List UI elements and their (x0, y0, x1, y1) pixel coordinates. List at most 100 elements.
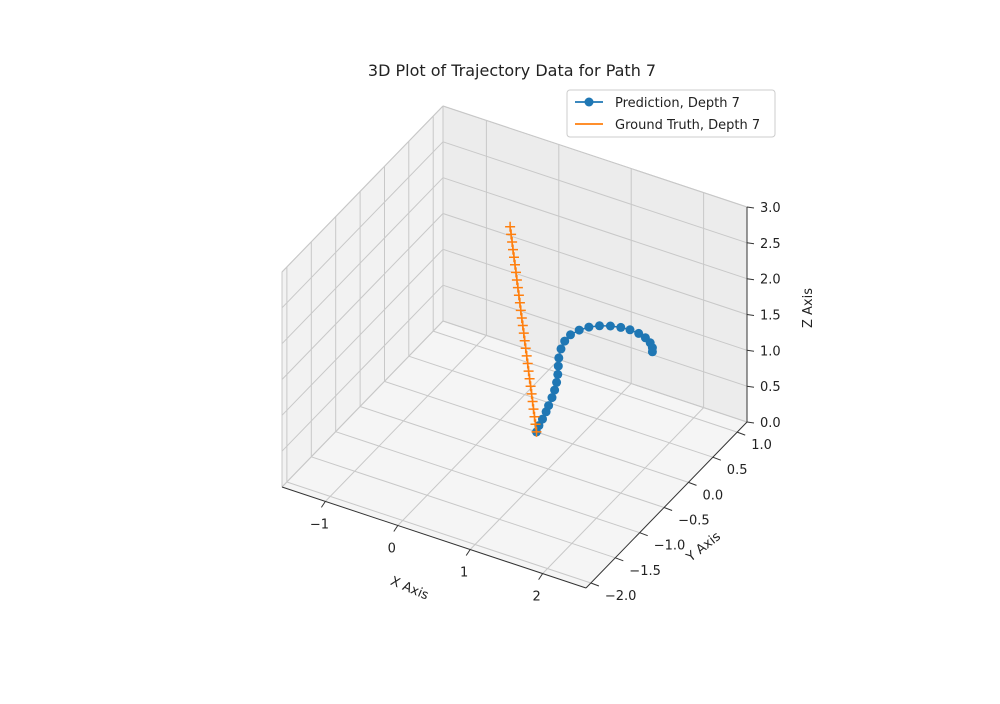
series-2-point (527, 396, 538, 407)
z-tick-mark (746, 278, 755, 281)
series-2-point (511, 267, 521, 278)
z-tick-label: 1.0 (760, 344, 781, 359)
series-1-point (616, 322, 626, 332)
series-2-point (523, 366, 534, 377)
y-tick-label: 1.0 (751, 438, 772, 453)
legend-entry-2-label: Ground Truth, Depth 7 (615, 118, 760, 133)
y-tick-label: 0.5 (727, 463, 748, 478)
legend-items: Prediction, Depth 7 Ground Truth, Depth 7 (575, 96, 760, 133)
grid-line-y-floor (286, 481, 592, 584)
series-2-point (506, 229, 517, 240)
grid-line-y-floor (359, 406, 665, 508)
z-tick-mark (746, 385, 755, 388)
series-1-point (595, 321, 604, 331)
y-axis-label: Y Axis (683, 529, 724, 566)
grid-line-z-back (442, 284, 748, 387)
z-tick-label: 0.0 (760, 416, 781, 431)
series-2-point (518, 328, 529, 339)
x-tick-label: 2 (532, 590, 540, 605)
series-1-point (566, 330, 575, 340)
legend-entry-1-label: Prediction, Depth 7 (615, 96, 740, 111)
pane-edge (442, 105, 748, 208)
y-tick-mark (688, 481, 697, 486)
x-tick-label: 1 (460, 566, 468, 581)
z-tick-label: 1.5 (760, 309, 781, 324)
series-1-point (550, 385, 560, 395)
z-tick-mark (746, 314, 755, 316)
legend: Prediction, Depth 7 Ground Truth, Depth 7 (566, 89, 776, 138)
x-tick-mark (320, 501, 326, 508)
y-tick-label: −2.0 (605, 589, 637, 604)
series-2-point (529, 411, 540, 422)
z-tick-mark (746, 421, 755, 424)
series-2-point (528, 404, 539, 415)
z-tick-mark (746, 349, 755, 352)
series-1-point (553, 369, 563, 379)
grid-lines (281, 105, 748, 584)
series-1-point (544, 401, 554, 411)
grid-line-z-back (442, 213, 748, 315)
grid-line-z-back (442, 248, 748, 351)
series-1-point (625, 325, 635, 335)
z-tick-label: 2.5 (760, 237, 781, 252)
series-2-point (510, 259, 520, 270)
x-tick-mark (538, 573, 544, 580)
series-2-point (517, 320, 528, 331)
series-2-point (531, 426, 542, 437)
grid-line-y-floor (433, 330, 738, 433)
x-axis-line (281, 486, 587, 589)
series-2 (505, 221, 542, 437)
y-tick-label: −0.5 (678, 514, 710, 529)
z-tick-label: 3.0 (760, 201, 781, 216)
z-tick-mark (746, 242, 755, 245)
x-tick-label: 0 (388, 542, 396, 557)
series-2-point (507, 237, 518, 247)
grid-line-y-floor (311, 456, 616, 559)
series-2-point (512, 282, 523, 293)
axes-panes (282, 106, 747, 588)
pane-edge (281, 320, 444, 488)
series-2-point (521, 350, 532, 361)
z-tick-label: 2.0 (760, 273, 781, 288)
y-tick-label: −1.0 (654, 539, 686, 554)
grid-line-z-left (281, 177, 444, 345)
series-1-point (547, 393, 557, 403)
grid-line-z-left (281, 284, 444, 452)
grid-line-x-floor (542, 407, 704, 574)
series-2-point (530, 419, 541, 430)
chart-title: 3D Plot of Trajectory Data for Path 7 (368, 61, 656, 80)
series-2-point (522, 358, 533, 369)
series-2-point (515, 305, 526, 316)
data-series (505, 221, 657, 437)
series-1-point (647, 347, 657, 357)
series-2-point (513, 290, 524, 301)
x-axis-label: X Axis (388, 574, 431, 604)
series-1-point (553, 361, 563, 371)
series-2-point (505, 221, 516, 232)
grid-line-y-floor (335, 431, 640, 534)
z-axis-label: Z Axis (801, 288, 816, 328)
series-1-point (554, 353, 564, 363)
pane-edge (281, 105, 444, 273)
grid-line-z-left (281, 248, 444, 416)
series-2-point (516, 313, 527, 323)
series-2-point (519, 335, 530, 346)
pane-edge (442, 320, 748, 423)
series-1-point (556, 344, 566, 354)
series-1-point (538, 414, 547, 424)
x-tick-mark (465, 549, 471, 556)
series-2-point (526, 388, 537, 399)
series-2-point (508, 244, 518, 255)
grid-line-z-left (281, 213, 444, 380)
x-tick-label: −1 (310, 517, 329, 532)
y-tick-mark (639, 532, 648, 537)
series-2-point (509, 252, 519, 263)
y-tick-mark (737, 431, 746, 436)
series-2-point (511, 275, 522, 285)
y-tick-label: −1.5 (629, 564, 661, 579)
y-tick-mark (712, 456, 721, 461)
grid-line-x-floor (397, 359, 560, 526)
